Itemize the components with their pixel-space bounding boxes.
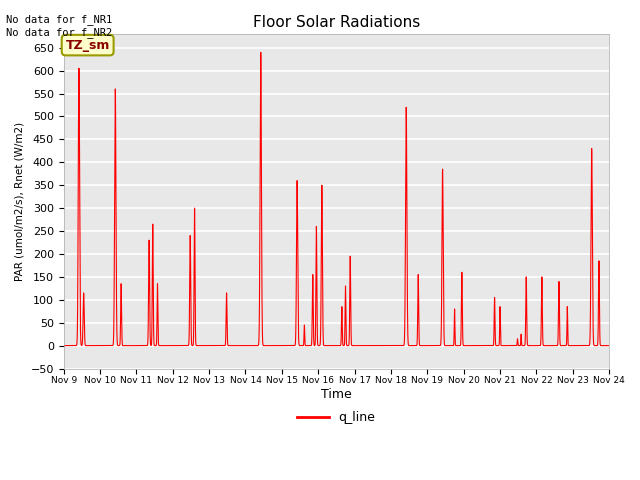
X-axis label: Time: Time <box>321 388 352 401</box>
Text: No data for f_NR1
No data for f_NR2: No data for f_NR1 No data for f_NR2 <box>6 14 113 38</box>
Y-axis label: PAR (umol/m2/s), Rnet (W/m2): PAR (umol/m2/s), Rnet (W/m2) <box>15 121 25 281</box>
Text: TZ_sm: TZ_sm <box>65 38 110 52</box>
Title: Floor Solar Radiations: Floor Solar Radiations <box>253 15 420 30</box>
Legend: q_line: q_line <box>292 406 380 429</box>
